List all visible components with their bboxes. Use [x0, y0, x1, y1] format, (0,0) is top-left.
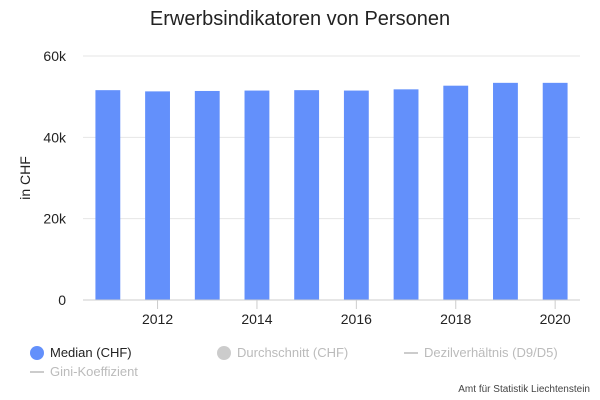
y-tick-label: 60k — [43, 48, 67, 64]
bar[interactable] — [393, 89, 419, 300]
bar[interactable] — [194, 90, 220, 301]
legend-item-dezilverhaeltnis[interactable]: Dezilverhältnis (D9/D5) — [404, 345, 558, 360]
bar[interactable] — [542, 82, 568, 300]
chart-title: Erwerbsindikatoren von Personen — [149, 8, 451, 30]
bar[interactable] — [95, 90, 121, 300]
y-axis-title: in CHF — [17, 156, 33, 200]
bar-chart: 0 20k 40k 60k 2012 2014 2016 2018 2020 in CHF — [17, 48, 580, 327]
x-tick-label: 2018 — [440, 311, 471, 327]
legend-dot-icon — [30, 345, 44, 360]
bar[interactable] — [493, 82, 518, 300]
y-tick-label: 20k — [43, 211, 67, 227]
bar[interactable] — [294, 90, 320, 300]
bar-series-median — [95, 82, 568, 301]
x-tick-label: 2020 — [540, 311, 571, 327]
bar[interactable] — [145, 91, 170, 300]
credits[interactable]: Amt für Statistik Liechtenstein — [458, 384, 590, 395]
legend-item-gini[interactable]: Gini-Koeffizient — [30, 364, 138, 379]
bar[interactable] — [343, 90, 369, 300]
y-tick-label: 40k — [43, 129, 67, 145]
legend-label: Median (CHF) — [50, 345, 132, 360]
legend-label: Durchschnitt (CHF) — [237, 345, 349, 360]
legend-line-icon — [30, 370, 44, 373]
legend-line-icon — [404, 351, 418, 354]
bar[interactable] — [244, 90, 270, 300]
x-axis-ticks: 2012 2014 2016 2018 2020 — [142, 300, 571, 327]
legend-item-median[interactable]: Median (CHF) — [30, 345, 132, 360]
legend-item-durchschnitt[interactable]: Durchschnitt (CHF) — [217, 345, 348, 360]
x-tick-label: 2016 — [341, 311, 372, 327]
legend-label: Dezilverhältnis (D9/D5) — [424, 345, 558, 360]
y-axis-ticks: 0 20k 40k 60k — [43, 48, 67, 308]
bar[interactable] — [443, 85, 469, 300]
y-tick-label: 0 — [58, 292, 66, 308]
x-tick-label: 2014 — [241, 311, 272, 327]
legend-label: Gini-Koeffizient — [50, 364, 138, 379]
x-tick-label: 2012 — [142, 311, 173, 327]
legend-dot-icon — [217, 345, 231, 360]
